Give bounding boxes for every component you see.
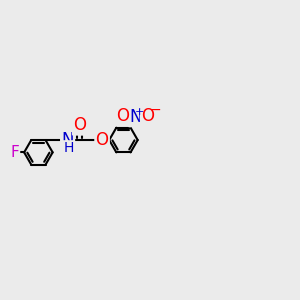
- Text: O: O: [116, 106, 130, 124]
- Text: O: O: [96, 131, 109, 149]
- Text: +: +: [135, 107, 145, 117]
- Text: O: O: [73, 116, 86, 134]
- Text: O: O: [141, 106, 154, 124]
- Text: −: −: [150, 102, 162, 116]
- Text: F: F: [10, 145, 19, 160]
- Text: N: N: [61, 131, 74, 149]
- Text: H: H: [63, 141, 74, 155]
- Text: N: N: [129, 108, 142, 126]
